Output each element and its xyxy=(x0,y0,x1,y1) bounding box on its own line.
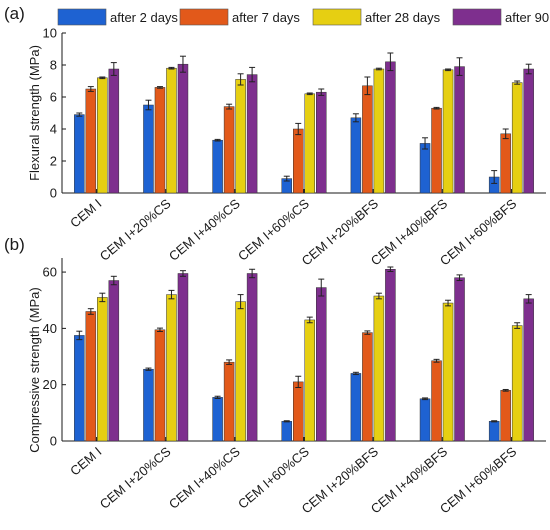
bar xyxy=(373,68,385,194)
bar xyxy=(373,295,385,442)
y-tick-label: 4 xyxy=(50,122,57,137)
y-tick-label: 10 xyxy=(43,26,57,41)
bar xyxy=(177,63,189,194)
bar xyxy=(350,373,362,442)
y-tick-label: 40 xyxy=(43,321,57,336)
bar xyxy=(454,66,465,194)
bar xyxy=(97,77,108,194)
bar xyxy=(246,273,258,442)
bar xyxy=(419,143,431,194)
bar xyxy=(500,133,511,194)
legend-label-0: after 2 days xyxy=(110,10,178,25)
bar xyxy=(293,381,304,442)
bar xyxy=(431,360,442,442)
bar xyxy=(442,69,454,194)
bar xyxy=(362,85,373,194)
bar xyxy=(281,421,292,442)
bar xyxy=(442,302,454,442)
y-tick-label: 0 xyxy=(50,434,57,449)
bar xyxy=(166,294,177,442)
bar xyxy=(166,67,177,194)
bar xyxy=(316,91,327,194)
bar xyxy=(108,68,120,194)
panel-label-a: (a) xyxy=(4,4,25,23)
bar xyxy=(235,79,246,194)
bar xyxy=(454,277,465,442)
bar xyxy=(385,61,396,194)
legend-swatch-1 xyxy=(179,8,229,26)
bar xyxy=(143,368,154,442)
bar xyxy=(350,117,362,194)
y-tick-label: 0 xyxy=(50,186,57,201)
legend: after 2 days after 7 days after 28 days aft… xyxy=(57,8,550,26)
bar xyxy=(74,114,85,194)
bar xyxy=(362,332,373,442)
bar xyxy=(85,88,97,194)
legend-swatch-2 xyxy=(312,8,362,26)
bar xyxy=(74,335,85,442)
bar xyxy=(500,390,511,442)
bar xyxy=(212,397,223,442)
legend-swatch-0 xyxy=(57,8,107,26)
bar xyxy=(419,398,431,442)
bar xyxy=(511,82,523,194)
bar xyxy=(212,139,223,194)
legend-label-3: after 90 days xyxy=(505,10,550,25)
bar xyxy=(177,273,189,442)
y-tick-label: 20 xyxy=(43,377,57,392)
y-axis-label-b: Compressive strength (MPa) xyxy=(27,287,42,452)
legend-label-2: after 28 days xyxy=(365,10,441,25)
bar xyxy=(523,68,534,194)
panel-label-b: (b) xyxy=(4,235,25,254)
legend-swatch-3 xyxy=(452,8,502,26)
y-tick-label: 8 xyxy=(50,58,57,73)
y-tick-label: 60 xyxy=(43,265,57,280)
bar xyxy=(304,319,315,442)
bar xyxy=(488,421,500,442)
bar xyxy=(511,325,523,442)
bar xyxy=(304,93,315,194)
y-tick-label: 2 xyxy=(50,154,57,169)
bar xyxy=(385,269,396,442)
bar xyxy=(246,74,258,194)
y-tick-label: 6 xyxy=(50,90,57,105)
bar xyxy=(143,104,154,194)
legend-label-1: after 7 days xyxy=(232,10,300,25)
bar xyxy=(431,107,442,194)
y-axis-label-a: Flexural strength (MPa) xyxy=(27,45,42,181)
bar xyxy=(293,128,304,194)
bar xyxy=(316,287,327,442)
bar xyxy=(97,297,108,442)
bar xyxy=(235,301,246,442)
bar xyxy=(108,280,120,442)
bar xyxy=(85,311,97,442)
bar xyxy=(523,298,534,442)
bar xyxy=(223,361,235,442)
bar xyxy=(154,87,166,194)
bar xyxy=(223,106,235,194)
bar xyxy=(154,329,166,442)
